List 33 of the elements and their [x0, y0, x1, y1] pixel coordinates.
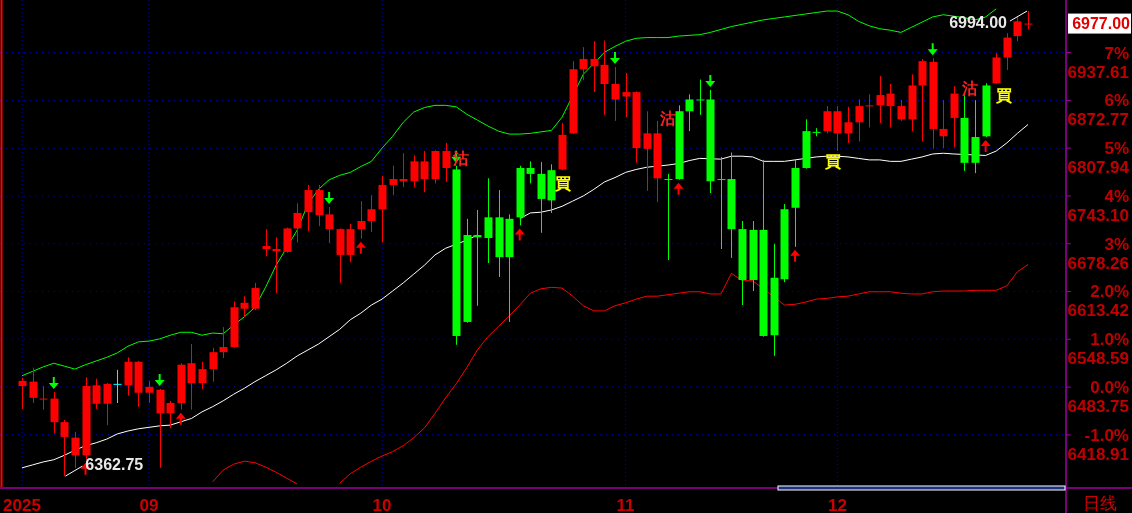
- annotation: 買: [824, 152, 841, 170]
- annotation: 6362.75: [85, 455, 144, 473]
- y-tick-label: 6678.26: [1067, 253, 1129, 273]
- annotation: 沽: [452, 149, 469, 167]
- y-tick-label: 6807.94: [1067, 158, 1130, 178]
- x-tick-label: 11: [616, 495, 635, 513]
- annotation: 買: [995, 86, 1012, 104]
- annotation: 6994.00: [949, 13, 1008, 31]
- y-tick-label: 6743.10: [1067, 205, 1129, 225]
- y-tick-label: 6418.91: [1067, 444, 1129, 464]
- x-tick-label: 10: [372, 495, 392, 513]
- y2-tick-label: 7%: [1104, 43, 1129, 63]
- y-tick-label: 6613.42: [1067, 301, 1129, 321]
- y2-tick-label: 3%: [1104, 234, 1129, 254]
- y2-tick-label: 4%: [1104, 186, 1129, 206]
- y-tick-label: 6483.75: [1067, 396, 1129, 416]
- y2-tick-label: 0.0%: [1090, 378, 1129, 398]
- x-tick-label: 12: [827, 495, 847, 513]
- annotation: 買: [554, 174, 571, 192]
- y-tick-label: 6548.59: [1067, 349, 1129, 369]
- annotation: 沽: [659, 109, 676, 127]
- text: 6977.00: [1072, 15, 1131, 33]
- y-tick-label: 6872.77: [1067, 110, 1129, 130]
- text: 日线: [1083, 493, 1117, 513]
- y2-tick-label: 6%: [1104, 91, 1129, 111]
- x-tick-label: 09: [139, 495, 159, 513]
- y-tick-label: 6937.61: [1067, 62, 1129, 82]
- annotation: 沽: [961, 79, 978, 97]
- y2-tick-label: 2.0%: [1090, 282, 1129, 302]
- y2-tick-label: -1.0%: [1084, 425, 1129, 445]
- y2-tick-label: 1.0%: [1090, 330, 1129, 350]
- x-tick-label: 2025: [3, 495, 41, 513]
- y2-tick-label: 5%: [1104, 139, 1129, 159]
